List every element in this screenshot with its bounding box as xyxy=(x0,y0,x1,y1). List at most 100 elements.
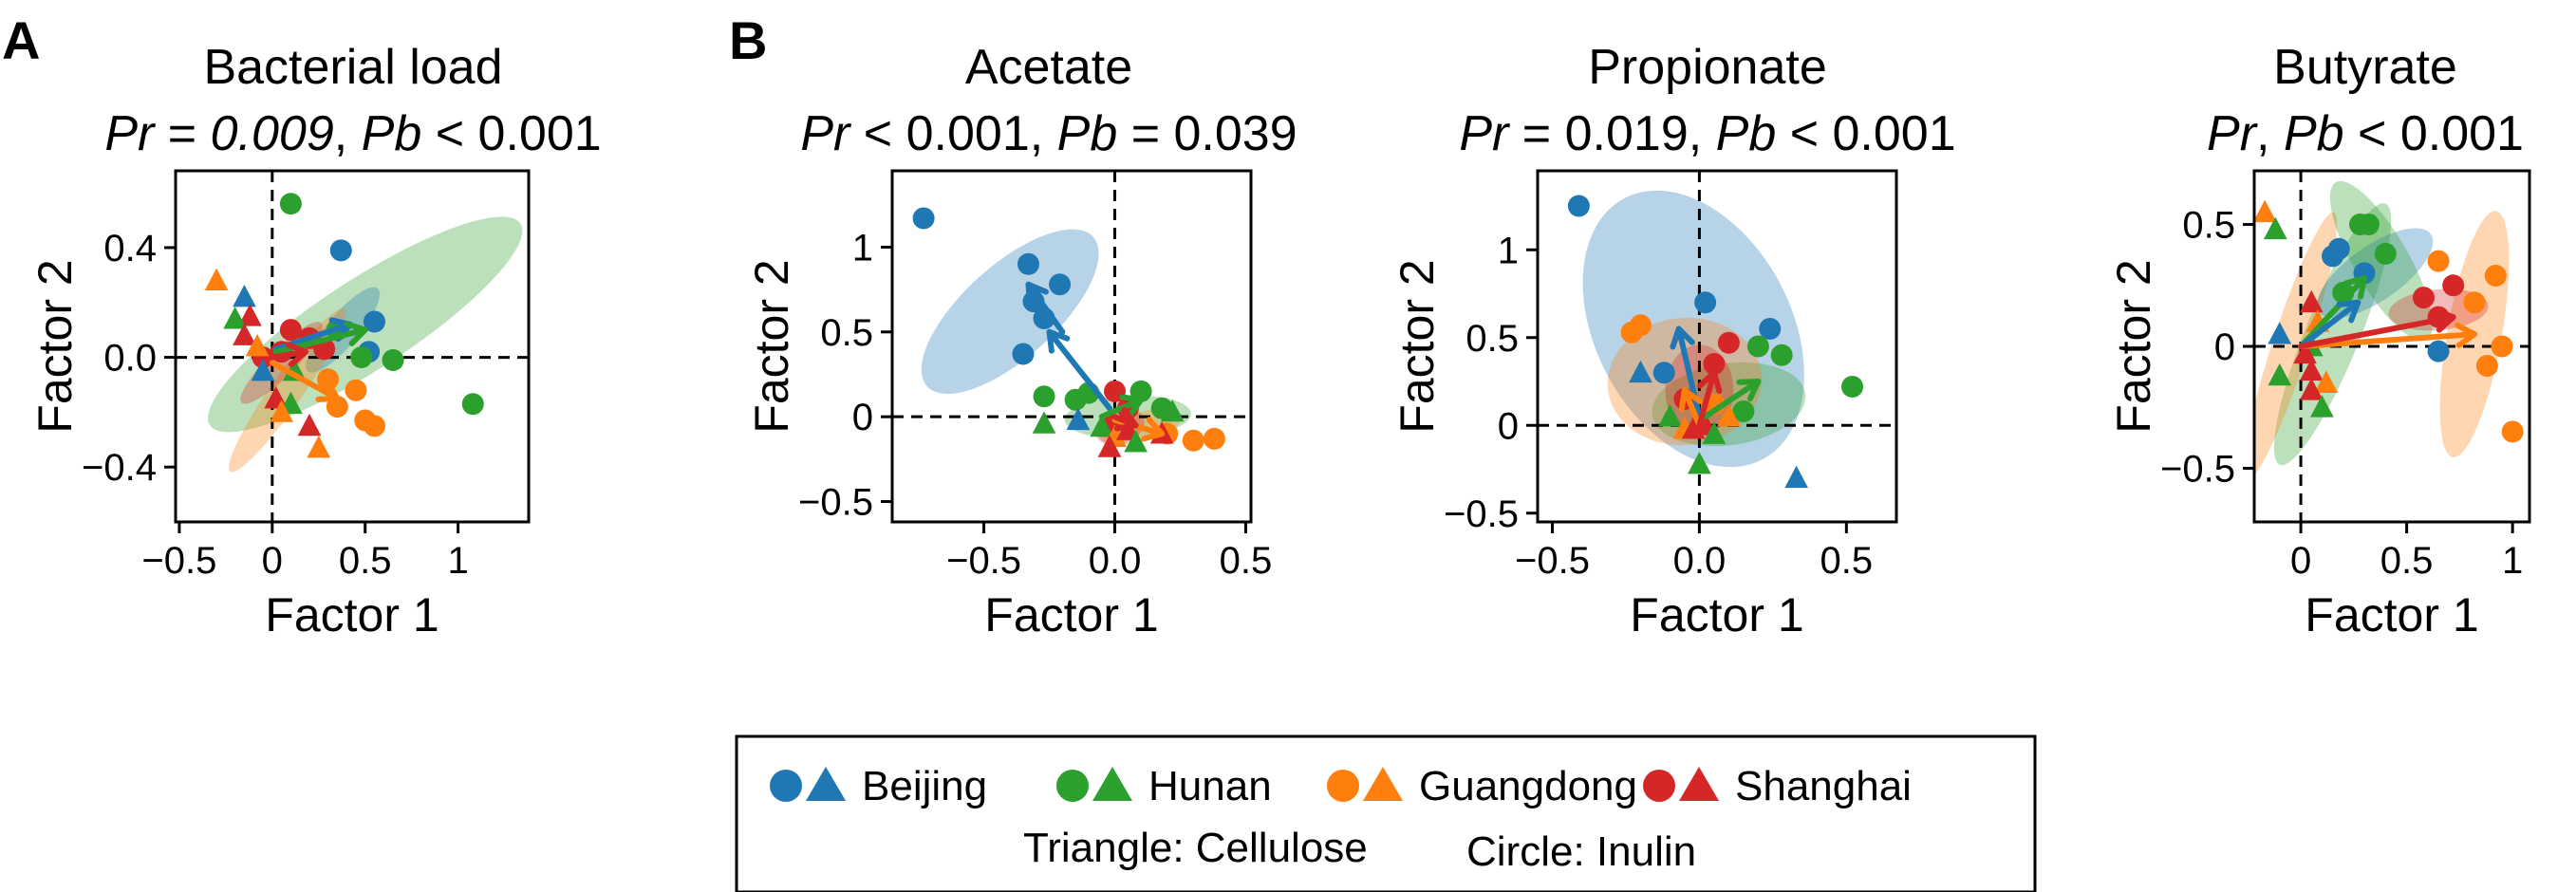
data-point-circle xyxy=(2463,291,2486,314)
data-point-circle xyxy=(1012,343,1035,365)
legend-item-beijing: Beijing xyxy=(770,763,987,809)
stat-pr-label: Pr xyxy=(2207,106,2259,161)
effect-arrow xyxy=(269,342,309,367)
plot-area xyxy=(2254,171,2529,522)
data-point-circle xyxy=(1841,376,1864,399)
x-tick-label: 0.0 xyxy=(1673,540,1727,582)
x-axis-label: Factor 1 xyxy=(265,588,439,641)
panel-1: A Bacterial load Pr = 0.009, Pb < 0.001 −0.… xyxy=(2,10,602,641)
stat-line: Pr = 0.009, Pb < 0.001 xyxy=(104,106,601,161)
data-point-triangle xyxy=(1090,414,1114,437)
data-point-circle xyxy=(279,319,302,342)
data-point-triangle xyxy=(1717,404,1741,427)
y-tick-label: −0.5 xyxy=(1444,493,1519,535)
axes-frame xyxy=(890,169,1253,524)
panel-letter: A xyxy=(2,10,40,70)
effect-arrow xyxy=(1025,281,1066,335)
data-point-circle xyxy=(2427,250,2450,272)
data-point-circle xyxy=(1049,273,1072,296)
data-point-circle xyxy=(912,207,935,230)
y-tick-label: 1 xyxy=(1498,230,1519,271)
data-point-circle xyxy=(279,193,302,215)
legend-item-hunan: Hunan xyxy=(1056,763,1272,809)
panel-title: Propionate xyxy=(1588,40,1827,95)
effect-arrow xyxy=(2298,322,2477,349)
axes-frame xyxy=(1536,169,1898,524)
data-point-triangle xyxy=(1160,399,1185,422)
x-tick-label: −0.5 xyxy=(1515,540,1590,582)
x-axis-label: Factor 1 xyxy=(2305,588,2478,641)
data-point-circle xyxy=(2442,274,2465,297)
data-point-triangle xyxy=(1658,404,1682,427)
effect-arrow xyxy=(1696,369,1723,429)
x-tick-label: −0.5 xyxy=(946,540,1021,582)
data-point-circle xyxy=(2501,420,2524,443)
y-axis-label: Factor 2 xyxy=(28,259,82,433)
stat-pb-rel: = 0.039 xyxy=(1117,106,1297,161)
y-tick-label: 0 xyxy=(2214,326,2235,368)
data-point-circle xyxy=(1732,400,1755,422)
panel-3: Propionate Pr = 0.019, Pb < 0.001 −0.5 0.0 0… xyxy=(1391,40,1956,641)
legend-triangle-note: Triangle: Cellulose xyxy=(1023,825,1368,871)
data-point-circle xyxy=(2357,214,2380,236)
y-tick-label: 0 xyxy=(852,397,873,438)
legend-item-guangdong: Guangdong xyxy=(1327,763,1637,809)
y-tick-label: 0 xyxy=(1498,405,1519,447)
y-tick-label: 0.4 xyxy=(103,228,157,269)
panel-4: Butyrate Pr, Pb < 0.001 0 0.5 1 −0.5 0 0.5 Facto… xyxy=(2107,40,2531,641)
data-point-circle xyxy=(1746,335,1769,358)
data-point-circle xyxy=(1652,362,1675,384)
data-point-triangle xyxy=(2268,322,2292,344)
effect-arrow xyxy=(1046,328,1113,412)
y-tick-label: 0.5 xyxy=(820,312,873,354)
data-point-circle xyxy=(363,310,385,333)
data-point-circle xyxy=(1017,252,1039,275)
legend-circle-note: Circle: Inulin xyxy=(1466,828,1696,875)
data-point-circle xyxy=(2427,340,2450,362)
data-point-triangle xyxy=(1702,421,1727,444)
legend-circle-marker xyxy=(1643,770,1675,802)
legend-item-shanghai: Shanghai xyxy=(1643,763,1912,809)
data-point-triangle xyxy=(2314,370,2339,393)
legend-circle-marker xyxy=(1327,770,1359,802)
plot-area xyxy=(892,171,1251,522)
y-tick-label: 0.5 xyxy=(1465,318,1519,360)
data-point-triangle xyxy=(233,323,256,345)
effect-arrow xyxy=(2298,299,2361,349)
data-point-triangle xyxy=(204,268,229,291)
y-axis-label: Factor 2 xyxy=(1391,259,1444,433)
data-point-triangle xyxy=(251,359,275,381)
data-point-triangle xyxy=(1124,429,1148,453)
data-point-triangle xyxy=(297,413,322,437)
y-tick-label: 0.0 xyxy=(103,338,157,380)
data-point-triangle xyxy=(245,334,270,357)
confidence-ellipse xyxy=(2254,212,2338,481)
data-point-circle xyxy=(2412,287,2435,309)
effect-arrow xyxy=(1098,394,1145,420)
data-point-triangle xyxy=(2268,362,2292,386)
data-point-circle xyxy=(1567,195,1590,217)
effect-arrow xyxy=(1702,379,1762,419)
data-point-circle xyxy=(1759,318,1782,340)
data-point-circle xyxy=(350,346,373,369)
effect-arrow xyxy=(269,360,341,402)
stat-pr-val: 0.009 xyxy=(211,106,334,161)
stat-pr-label: Pr xyxy=(104,106,157,161)
data-point-triangle xyxy=(2299,289,2324,313)
stat-line: Pr, Pb < 0.001 xyxy=(2207,106,2524,161)
y-tick-label: −0.5 xyxy=(798,482,873,524)
stat-pr-rel: = 0.019 xyxy=(1508,106,1688,161)
data-point-circle xyxy=(1182,429,1204,452)
data-point-circle xyxy=(1620,321,1643,344)
y-tick-label: −0.5 xyxy=(2160,448,2235,490)
data-point-circle xyxy=(1694,291,1717,314)
legend-label: Beijing xyxy=(862,763,987,809)
stat-pr-rel: = xyxy=(154,106,210,161)
data-point-circle xyxy=(2484,264,2507,287)
x-tick-label: 0.5 xyxy=(339,540,392,582)
data-point-triangle xyxy=(1629,360,1652,383)
x-tick-label: 0.5 xyxy=(2380,540,2434,582)
stat-line: Pr = 0.019, Pb < 0.001 xyxy=(1459,106,1955,161)
data-point-triangle xyxy=(1097,435,1122,457)
